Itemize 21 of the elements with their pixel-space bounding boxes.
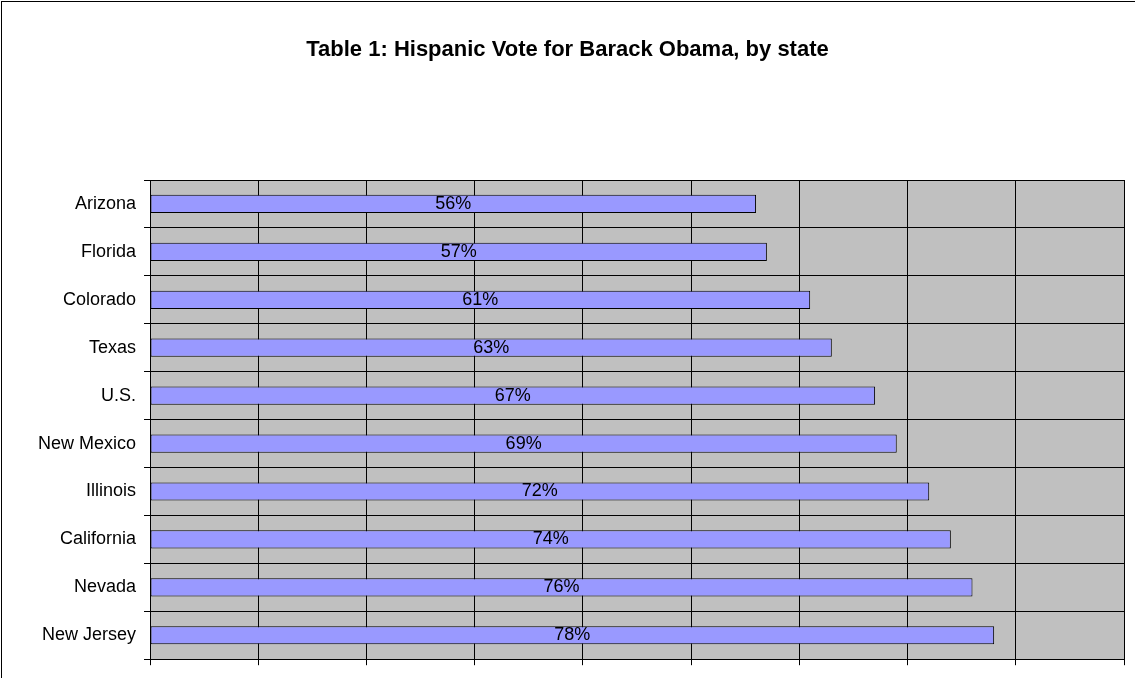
data-label: 78%	[554, 624, 591, 645]
y-tick-label: Florida	[80, 240, 137, 261]
data-label: 67%	[494, 384, 531, 405]
y-tick-label: Arizona	[74, 192, 138, 213]
y-tick-label: New Mexico	[37, 432, 137, 453]
data-label: 69%	[505, 432, 542, 453]
data-label: 76%	[543, 576, 580, 597]
y-tick-label: Nevada	[73, 576, 138, 597]
y-tick-label: Illinois	[85, 480, 137, 501]
y-tick-label: U.S.	[101, 384, 137, 405]
y-tick-label: New Jersey	[41, 624, 137, 645]
data-label: 61%	[462, 288, 499, 309]
data-label: 63%	[473, 336, 510, 357]
data-label: 56%	[435, 192, 472, 213]
data-label: 72%	[521, 480, 558, 501]
chart-title: Table 1: Hispanic Vote for Barack Obama, by state	[305, 36, 830, 62]
data-label: 57%	[440, 240, 477, 261]
y-tick-label: Colorado	[62, 288, 137, 309]
y-tick-label: California	[59, 528, 137, 549]
data-label: 74%	[532, 528, 569, 549]
y-tick-label: Texas	[88, 336, 137, 357]
